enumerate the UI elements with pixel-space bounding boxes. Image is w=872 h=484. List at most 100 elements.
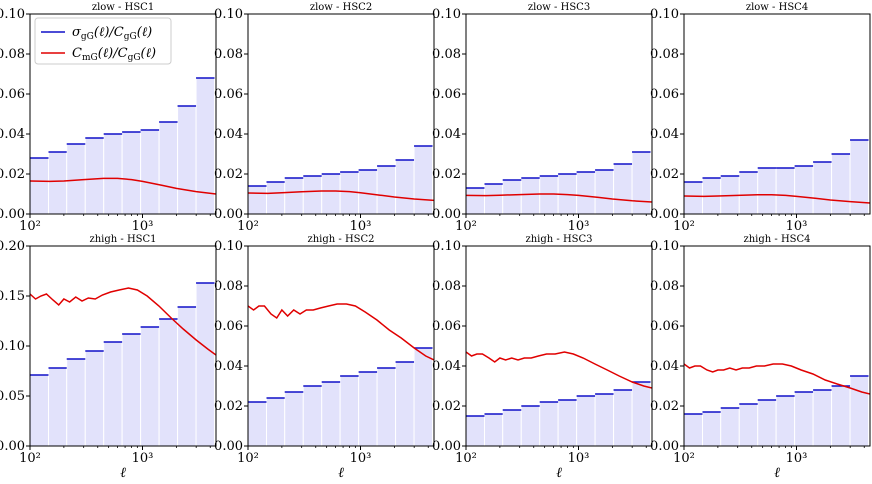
x-tick-label: 10³ bbox=[786, 219, 808, 234]
panel-4: 0.00 0.02 0.04 0.06 0.08 0.10 10² 10³ zlow - HSC… bbox=[650, 2, 871, 234]
panel-1-plot-area bbox=[30, 77, 216, 214]
bar-bin-9 bbox=[613, 389, 633, 446]
y-tick-label: 0.02 bbox=[650, 399, 679, 414]
x-tick-label: 10² bbox=[455, 219, 477, 234]
y-tick-label: 0.00 bbox=[214, 207, 243, 222]
bar-bin-6 bbox=[775, 167, 796, 214]
bar-bin-7 bbox=[358, 169, 378, 214]
y-tick-label: 0.02 bbox=[432, 399, 461, 414]
y-tick-label: 0.08 bbox=[650, 279, 679, 294]
y-tick-label: 0.08 bbox=[432, 47, 461, 62]
x-tick-label: 10² bbox=[673, 219, 695, 234]
x-tick-label: 10³ bbox=[132, 451, 154, 466]
bar-bin-1 bbox=[684, 413, 703, 446]
y-tick-label: 0.00 bbox=[432, 207, 461, 222]
panel-title: zhigh - HSC2 bbox=[307, 234, 374, 245]
bar-bin-9 bbox=[395, 159, 415, 214]
panel-2-frame bbox=[247, 13, 435, 215]
bar-bin-7 bbox=[576, 395, 596, 446]
x-axis-label: ℓ bbox=[338, 465, 344, 481]
y-tick-label: 0.04 bbox=[650, 359, 679, 374]
bar-bin-3 bbox=[66, 358, 86, 446]
bar-bin-4 bbox=[738, 171, 759, 214]
bar-bin-3 bbox=[502, 409, 522, 446]
y-tick-label: 0.04 bbox=[432, 359, 461, 374]
legend-label-cmg: CmG(ℓ)/CgG(ℓ) bbox=[72, 46, 156, 63]
bar-bin-2 bbox=[265, 397, 286, 446]
bar-bin-9 bbox=[831, 385, 851, 446]
y-tick-label: 0.02 bbox=[214, 167, 243, 182]
x-tick-label: 10² bbox=[237, 219, 259, 234]
bar-bin-3 bbox=[284, 177, 304, 214]
bar-bin-4 bbox=[302, 385, 323, 446]
x-tick-label: 10² bbox=[19, 451, 41, 466]
y-tick-label: 0.00 bbox=[0, 207, 25, 222]
bar-bin-7 bbox=[576, 171, 596, 214]
bar-bin-4 bbox=[84, 350, 105, 446]
bar-bin-1 bbox=[30, 374, 49, 446]
x-tick-label: 10² bbox=[237, 451, 259, 466]
y-tick-label: 0.00 bbox=[214, 439, 243, 454]
bar-bin-9 bbox=[177, 105, 197, 214]
y-tick-label: 0.00 bbox=[650, 207, 679, 222]
panel-8-plot-area bbox=[684, 363, 870, 446]
bar-bin-5 bbox=[757, 167, 777, 214]
panel-3: 0.00 0.02 0.04 0.06 0.08 0.10 10² 10³ zlow - HSC… bbox=[432, 2, 653, 234]
panel-7-frame bbox=[465, 245, 653, 447]
panel-3-plot-area bbox=[466, 151, 652, 214]
panel-4-plot-area bbox=[684, 139, 870, 214]
bar-bin-10 bbox=[413, 145, 434, 214]
bar-bin-2 bbox=[483, 183, 504, 214]
y-tick-label: 0.04 bbox=[650, 127, 679, 142]
bar-bin-7 bbox=[358, 371, 378, 446]
bar-bin-5 bbox=[321, 381, 341, 446]
panel-1: 0.00 0.02 0.04 0.06 0.08 0.10 10² 10³ zlow - HSC… bbox=[0, 2, 217, 234]
panel-5-plot-area bbox=[30, 282, 216, 446]
bar-bin-1 bbox=[248, 401, 267, 446]
bar-bin-5 bbox=[539, 175, 559, 214]
panel-title: zlow - HSC2 bbox=[310, 2, 372, 13]
bar-bin-7 bbox=[794, 165, 814, 214]
bar-bin-3 bbox=[502, 179, 522, 214]
bar-bin-2 bbox=[701, 411, 722, 446]
y-tick-label: 0.10 bbox=[650, 7, 679, 22]
bar-bin-4 bbox=[302, 175, 323, 214]
cmg-ratio-curve bbox=[466, 351, 652, 389]
bar-bin-2 bbox=[483, 413, 504, 446]
panel-8: 0.00 0.02 0.04 0.06 0.08 0.10 10² 10³ zhigh - HS… bbox=[650, 234, 871, 481]
y-tick-label: 0.10 bbox=[214, 239, 243, 254]
bar-bin-8 bbox=[158, 121, 179, 214]
legend: σgG(ℓ)/CgG(ℓ) CmG(ℓ)/CgG(ℓ) bbox=[34, 17, 172, 65]
panel-2: 0.00 0.02 0.04 0.06 0.08 0.10 10² 10³ zlow - HSC… bbox=[214, 2, 435, 234]
bar-bin-9 bbox=[613, 163, 633, 214]
bar-bin-2 bbox=[47, 151, 68, 214]
y-tick-label: 0.02 bbox=[0, 167, 25, 182]
y-tick-label: 0.10 bbox=[0, 7, 25, 22]
bar-bin-5 bbox=[321, 173, 341, 214]
x-tick-label: 10³ bbox=[568, 451, 590, 466]
panel-6: 0.00 0.02 0.04 0.06 0.08 0.10 10² 10³ zhigh - HS… bbox=[214, 234, 435, 481]
y-tick-label: 0.06 bbox=[214, 319, 243, 334]
bar-bin-10 bbox=[631, 151, 652, 214]
y-tick-label: 0.06 bbox=[650, 87, 679, 102]
y-tick-label: 0.08 bbox=[214, 279, 243, 294]
bar-bin-1 bbox=[466, 187, 485, 214]
y-tick-label: 0.00 bbox=[0, 439, 25, 454]
y-tick-label: 0.08 bbox=[650, 47, 679, 62]
y-tick-label: 0.04 bbox=[432, 127, 461, 142]
x-tick-label: 10² bbox=[673, 451, 695, 466]
panel-3-frame bbox=[465, 13, 653, 215]
y-tick-label: 0.10 bbox=[432, 239, 461, 254]
y-tick-label: 0.10 bbox=[0, 339, 25, 354]
bar-bin-6 bbox=[121, 131, 142, 214]
y-tick-label: 0.04 bbox=[214, 127, 243, 142]
y-tick-label: 0.02 bbox=[650, 167, 679, 182]
panel-6-frame bbox=[247, 245, 435, 447]
bar-bin-9 bbox=[177, 306, 197, 446]
bar-bin-4 bbox=[84, 137, 105, 214]
y-tick-label: 0.08 bbox=[214, 47, 243, 62]
x-tick-label: 10² bbox=[19, 219, 41, 234]
panel-1-frame bbox=[29, 13, 217, 215]
bar-bin-9 bbox=[831, 153, 851, 214]
